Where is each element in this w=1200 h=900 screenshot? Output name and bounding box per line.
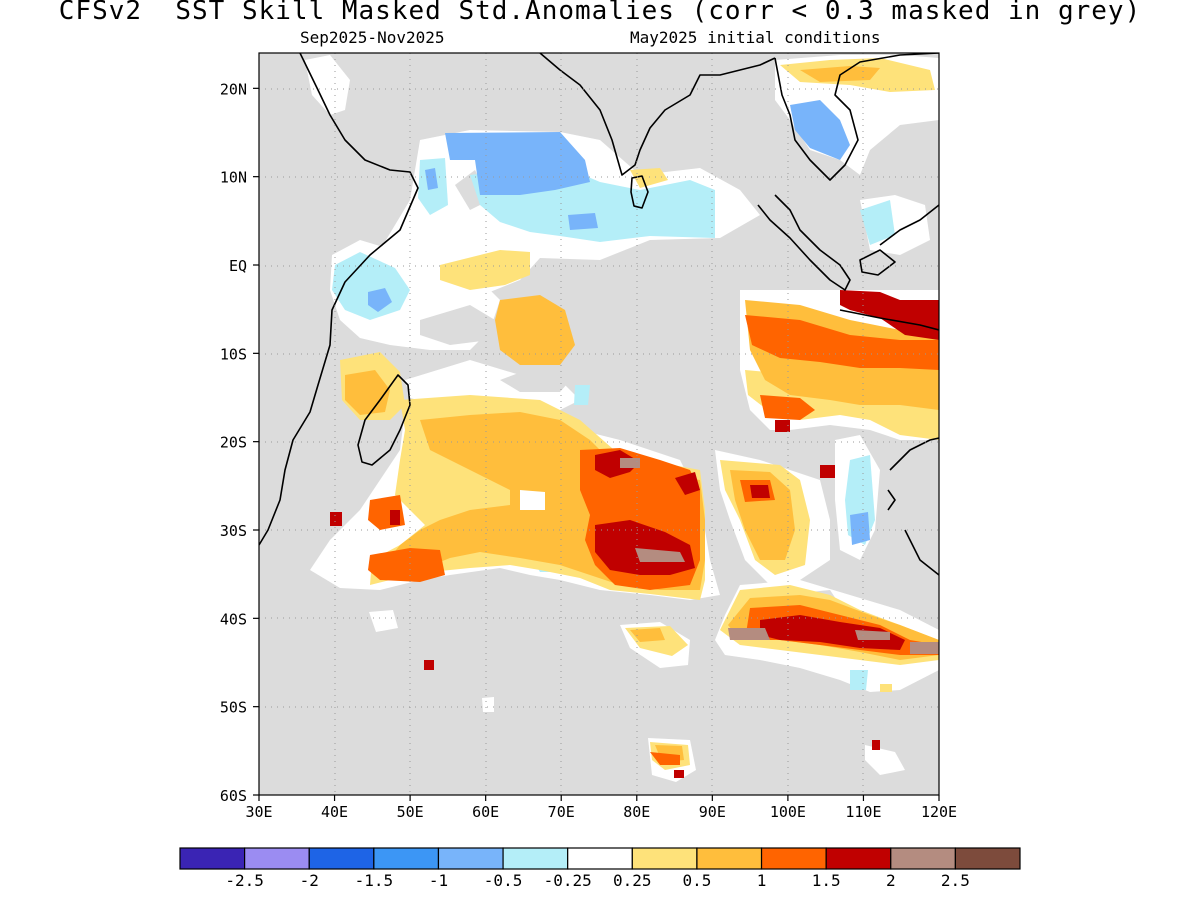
lon-tick-label: 80E (623, 803, 650, 821)
lat-tick-label: 60S (220, 787, 247, 805)
colorbar-label: 1.5 (812, 871, 841, 890)
lon-tick-label: 60E (472, 803, 499, 821)
lat-tick-label: 20S (220, 434, 247, 452)
colorbar-swatch (696, 847, 763, 870)
colorbar-swatch (825, 847, 892, 870)
plot-frame (258, 52, 940, 796)
colorbar-swatch (179, 847, 246, 870)
lon-tick-label: 120E (921, 803, 957, 821)
lon-tick-label: 90E (699, 803, 726, 821)
extreme-anomalies (620, 458, 939, 654)
colorbar-swatch (437, 847, 504, 870)
lon-tick-label: 40E (321, 803, 348, 821)
colorbar: -2.5 -2 -1.5 -1 -0.5 -0.25 0.25 0.5 1 1.5 2 2.5 (179, 847, 1021, 890)
season-label: Sep2025-Nov2025 (300, 28, 445, 47)
colorbar-label: 0.25 (613, 871, 652, 890)
map-axes: 30E 40E 50E 60E 70E 80E 90E 100E 110E 120E 20N 10N E… (220, 80, 957, 821)
colorbar-swatch (631, 847, 698, 870)
lon-tick-label: 30E (245, 803, 272, 821)
colorbar-label: -2 (300, 871, 319, 890)
colorbar-swatch (244, 847, 310, 870)
lat-tick-label: 10S (220, 345, 247, 363)
lat-tick-label: 30S (220, 522, 247, 540)
chart-title: CFSv2 SST Skill Masked Std.Anomalies (co… (58, 0, 1142, 26)
lat-tick-label: 40S (220, 610, 247, 628)
colorbar-swatch (502, 847, 569, 870)
lat-tick-label: 50S (220, 699, 247, 717)
colorbar-swatch (760, 847, 827, 870)
colorbar-label: 0.5 (682, 871, 711, 890)
lat-tick-label: EQ (229, 257, 247, 275)
colorbar-label: -0.5 (484, 871, 523, 890)
colorbar-swatch (890, 847, 956, 870)
colorbar-label: -0.25 (544, 871, 592, 890)
colorbar-label: 1 (757, 871, 767, 890)
colorbar-label: -1 (429, 871, 448, 890)
lat-tick-label: 10N (220, 169, 247, 187)
blue-anomalies (368, 100, 870, 552)
init-conditions-label: May2025 initial conditions (630, 28, 881, 47)
colorbar-swatch (567, 847, 633, 870)
colorbar-label: 2 (886, 871, 896, 890)
gridlines (259, 53, 939, 795)
lon-tick-label: 70E (548, 803, 575, 821)
colorbar-label: -2.5 (225, 871, 264, 890)
colorbar-label: 2.5 (941, 871, 970, 890)
lat-tick-label: 20N (220, 80, 247, 98)
coastlines (259, 53, 939, 576)
colorbar-swatch (308, 847, 375, 870)
lon-tick-label: 50E (397, 803, 424, 821)
colorbar-swatch (373, 847, 440, 870)
lon-tick-label: 110E (845, 803, 881, 821)
colorbar-swatch (954, 847, 1021, 870)
lon-tick-label: 100E (770, 803, 806, 821)
colorbar-label: -1.5 (355, 871, 394, 890)
map-layers (259, 53, 939, 795)
